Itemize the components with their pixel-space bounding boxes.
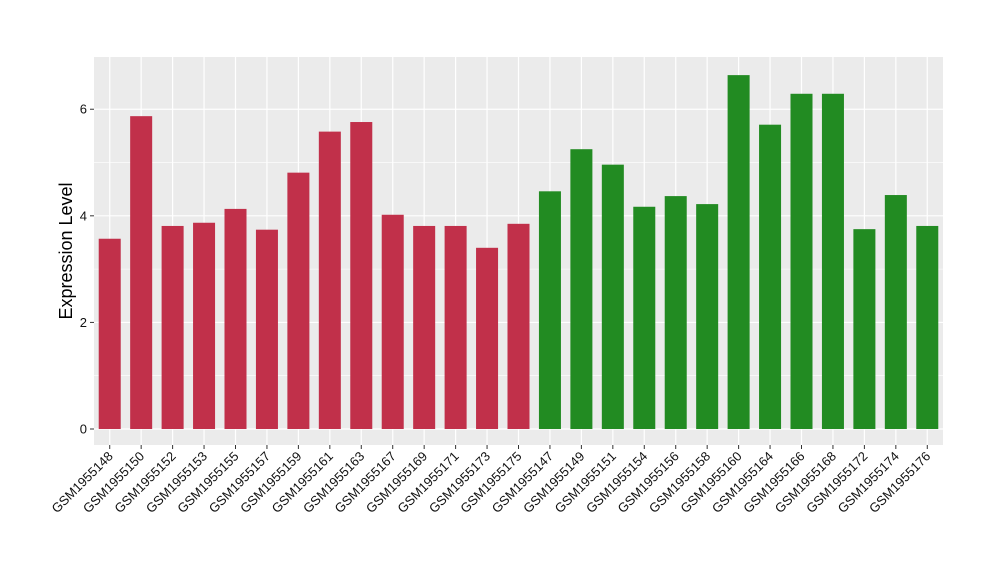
- bar-GSM1955149: [570, 149, 593, 430]
- bar-GSM1955172: [853, 229, 876, 430]
- y-tick-label: 6: [80, 102, 87, 117]
- bar-GSM1955155: [224, 208, 247, 430]
- bar-GSM1955158: [696, 204, 719, 430]
- y-tick-label: 4: [80, 208, 87, 223]
- bar-GSM1955157: [255, 229, 278, 430]
- bar-GSM1955174: [884, 195, 907, 430]
- bar-GSM1955152: [161, 225, 184, 430]
- y-axis-title: Expression Level: [56, 182, 76, 319]
- bar-GSM1955153: [193, 222, 216, 430]
- bar-GSM1955154: [633, 206, 656, 430]
- bar-GSM1955161: [318, 131, 341, 430]
- bar-GSM1955167: [381, 214, 404, 430]
- bar-GSM1955168: [821, 93, 844, 430]
- bar-GSM1955160: [727, 75, 750, 430]
- bar-GSM1955147: [538, 191, 561, 430]
- bar-GSM1955173: [476, 247, 499, 430]
- y-tick-label: 2: [80, 315, 87, 330]
- bar-GSM1955171: [444, 225, 467, 430]
- bars: [98, 75, 939, 430]
- x-axis: GSM1955148GSM1955150GSM1955152GSM1955153…: [49, 445, 933, 516]
- bar-GSM1955175: [507, 223, 530, 430]
- bar-GSM1955164: [759, 124, 782, 430]
- bar-GSM1955163: [350, 122, 373, 430]
- bar-GSM1955169: [413, 225, 436, 430]
- bar-GSM1955156: [664, 196, 687, 430]
- bar-GSM1955176: [916, 225, 939, 430]
- bar-GSM1955151: [601, 164, 624, 430]
- y-tick-label: 0: [80, 422, 87, 437]
- bar-GSM1955150: [130, 116, 153, 430]
- bar-GSM1955166: [790, 93, 813, 430]
- bar-GSM1955148: [98, 238, 121, 430]
- bar-GSM1955159: [287, 172, 310, 430]
- y-axis: 0 2 4 6: [80, 102, 94, 437]
